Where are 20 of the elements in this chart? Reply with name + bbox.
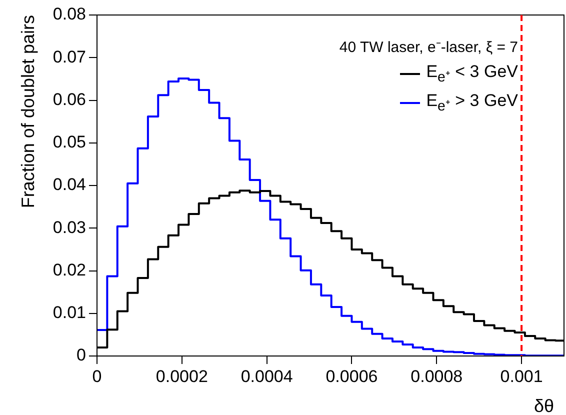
x-tick-label: 0.0002 [156, 366, 208, 386]
x-tick-label: 0 [92, 366, 102, 386]
y-tick-label: 0 [76, 346, 86, 365]
x-tick-label: 0.0008 [410, 366, 463, 386]
y-tick-label: 0.01 [52, 303, 86, 322]
x-tick-label: 0.0006 [326, 366, 378, 386]
x-axis-title: δθ [534, 396, 554, 415]
x-tick-label: 0.0004 [240, 366, 293, 386]
legend-label: E$_{e⁺}$ < 3 GeV [426, 62, 518, 86]
y-tick-label: 0.03 [52, 218, 86, 237]
y-tick-label: 0.05 [52, 132, 86, 152]
y-tick-label: 0.04 [52, 175, 86, 194]
y-tick-label: 0.02 [52, 260, 86, 280]
legend-label: E$_{e⁺}$ > 3 GeV [426, 91, 518, 115]
y-tick-label: 0.08 [52, 4, 86, 24]
x-tick-label: 0.001 [500, 366, 543, 386]
y-tick-label: 0.06 [52, 90, 86, 109]
y-tick-label: 0.07 [52, 47, 86, 66]
y-axis-title: Fraction of doublet pairs [18, 15, 38, 208]
legend-title: 40 TW laser, e⁻-laser, ξ = 7 [339, 38, 518, 56]
